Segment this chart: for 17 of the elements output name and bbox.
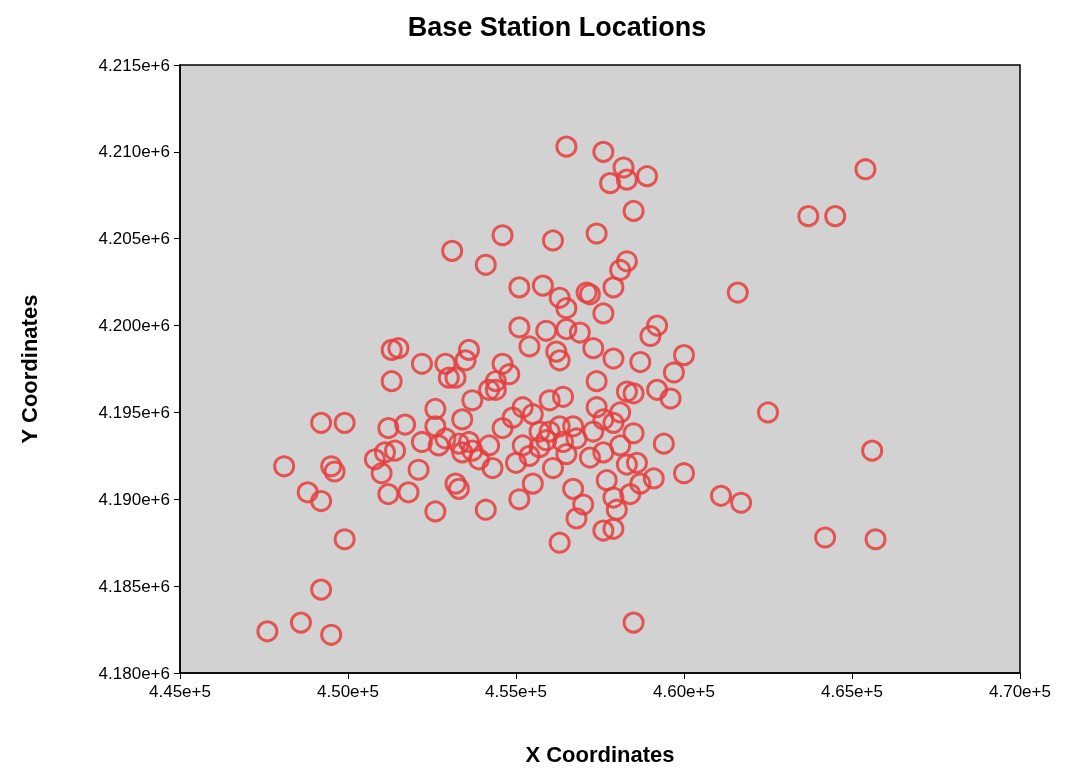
y-tick-label: 4.215e+6 bbox=[98, 55, 170, 75]
x-tick-label: 4.45e+5 bbox=[149, 682, 211, 701]
y-tick-label: 4.200e+6 bbox=[98, 316, 170, 336]
y-tick-label: 4.190e+6 bbox=[98, 489, 170, 509]
x-tick-label: 4.55e+5 bbox=[485, 682, 547, 701]
x-tick-label: 4.60e+5 bbox=[653, 682, 715, 701]
y-tick-label: 4.205e+6 bbox=[98, 229, 170, 249]
y-tick-label: 4.180e+6 bbox=[98, 663, 170, 683]
y-tick-label: 4.185e+6 bbox=[98, 576, 170, 596]
x-tick-label: 4.50e+5 bbox=[317, 682, 379, 701]
y-tick-label: 4.210e+6 bbox=[98, 142, 170, 162]
y-tick-label: 4.195e+6 bbox=[98, 402, 170, 422]
x-axis-title: X Coordinates bbox=[525, 741, 675, 767]
y-axis-title: Y Coordinates bbox=[16, 294, 42, 444]
x-tick-label: 4.70e+5 bbox=[989, 682, 1051, 701]
chart-title: Base Station Locations bbox=[407, 11, 707, 42]
x-tick-label: 4.65e+5 bbox=[821, 682, 883, 701]
